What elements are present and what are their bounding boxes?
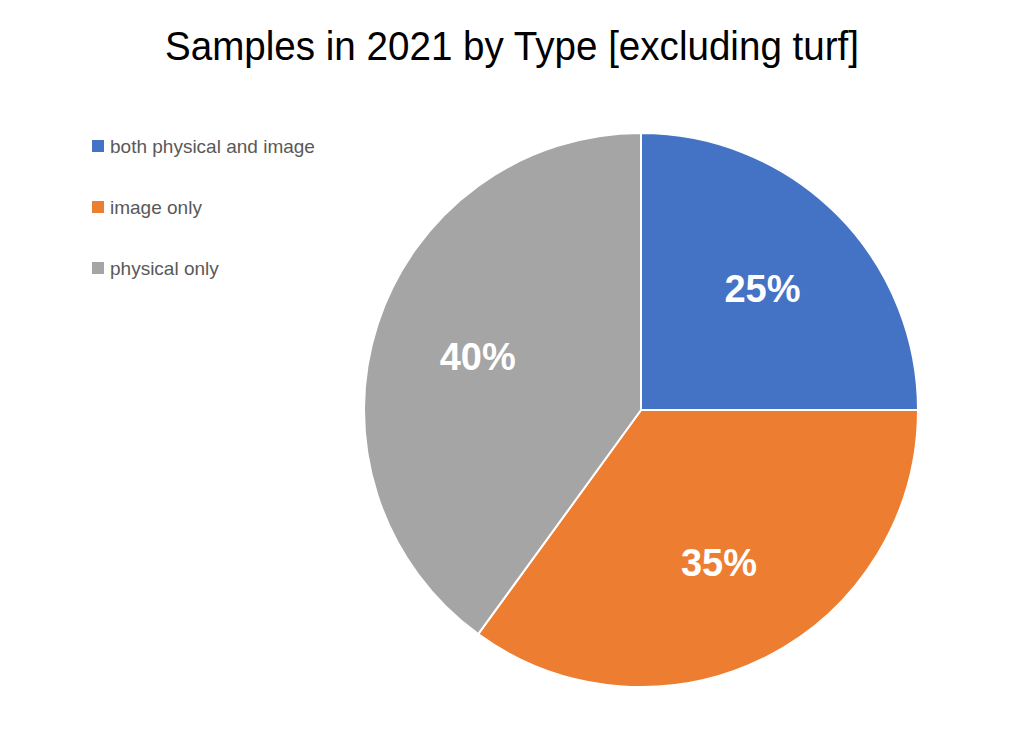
chart: Samples in 2021 by Type [excluding turf]… xyxy=(0,0,1024,744)
legend-swatch xyxy=(92,201,104,213)
legend-label: physical only xyxy=(110,258,219,279)
data-labels: 25% 35% 40% xyxy=(440,268,801,584)
legend-swatch xyxy=(92,140,104,152)
legend: both physical and image image only physica… xyxy=(92,136,315,279)
legend-swatch xyxy=(92,262,104,274)
data-label: 40% xyxy=(440,336,516,378)
data-label: 35% xyxy=(681,542,757,584)
pie xyxy=(364,133,918,687)
data-label: 25% xyxy=(724,268,800,310)
legend-label: both physical and image xyxy=(110,136,315,157)
slice xyxy=(364,133,641,634)
slice xyxy=(641,133,918,410)
legend-label: image only xyxy=(110,197,202,218)
title: Samples in 2021 by Type [excluding turf] xyxy=(165,24,859,68)
